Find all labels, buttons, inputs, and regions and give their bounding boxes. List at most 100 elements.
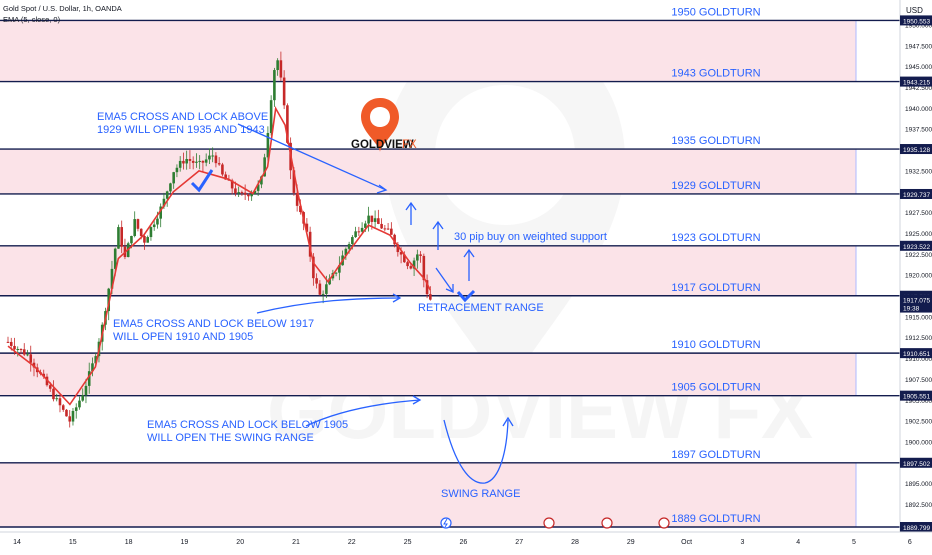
- candle-body: [29, 354, 33, 363]
- candle-body: [360, 227, 364, 232]
- candle-body: [386, 228, 390, 230]
- candle-body: [334, 272, 338, 274]
- candle-body: [94, 356, 98, 364]
- candle-body: [26, 354, 29, 356]
- candle-body: [117, 227, 120, 249]
- time-tick-label: 29: [627, 539, 635, 546]
- candle-body: [81, 395, 85, 401]
- candle-body: [416, 254, 419, 261]
- annotation-ema-above-line1: EMA5 CROSS AND LOCK ABOVE: [97, 111, 268, 123]
- candle-body: [188, 159, 192, 161]
- last-price-countdown: 19:38: [903, 306, 920, 313]
- candle-body: [325, 284, 328, 294]
- time-tick-label: Oct: [681, 539, 692, 546]
- candle-body: [91, 363, 94, 372]
- price-tick-label: 1950.000: [905, 23, 932, 30]
- candle-body: [318, 283, 322, 295]
- candle-body: [16, 348, 20, 350]
- candle-body: [195, 161, 198, 163]
- time-tick-label: 20: [236, 539, 244, 546]
- watermark-logo-icon: [385, 30, 625, 395]
- annotation-pip-buy: 30 pip buy on weighted support: [454, 231, 607, 243]
- price-tick-label: 1940.000: [905, 106, 932, 113]
- candle-body: [52, 388, 55, 400]
- price-tick-label: 1905.000: [905, 398, 932, 405]
- time-tick-label: 5: [852, 539, 856, 546]
- zone-band: [0, 20, 856, 82]
- candle-layer: [6, 51, 432, 428]
- zone-band: [0, 462, 856, 528]
- candle-body: [286, 105, 289, 143]
- candle-body: [87, 371, 91, 386]
- annotation-ema-below-1905-line1: EMA5 CROSS AND LOCK BELOW 1905: [147, 419, 348, 431]
- candle-body: [419, 254, 422, 256]
- down-arrow: [435, 267, 454, 293]
- level-label: 1917 GOLDTURN: [671, 282, 760, 294]
- level-label: 1950 GOLDTURN: [671, 6, 760, 18]
- candle-body: [247, 194, 250, 197]
- candle-body: [256, 184, 260, 191]
- time-tick-label: 19: [181, 539, 189, 546]
- candle-body: [32, 362, 36, 368]
- candle-body: [9, 341, 13, 346]
- candle-body: [315, 278, 318, 284]
- arrow-head-icon: [376, 184, 388, 194]
- candle-body: [182, 160, 185, 164]
- candle-body: [165, 191, 169, 199]
- candle-body: [84, 385, 88, 396]
- symbol-title: Gold Spot / U.S. Dollar, 1h, OANDA: [3, 4, 122, 13]
- candle-body: [208, 155, 211, 160]
- time-tick-label: 25: [404, 539, 412, 546]
- candle-body: [425, 280, 429, 295]
- time-axis-ticks[interactable]: 14 15 18 19 20 21 22 25 26 27 28 29 Oct 3 4 5 6: [13, 539, 912, 546]
- brand-pin-icon: [361, 98, 399, 152]
- price-tick-label: 1922.500: [905, 252, 932, 259]
- lightning-event-icon[interactable]: [440, 517, 452, 529]
- us-flag-event-icon[interactable]: [601, 517, 613, 529]
- arrow-to-1929: [237, 123, 387, 191]
- level-price-tag-label: 1935.128: [903, 147, 930, 154]
- arrow-head-icon: [405, 201, 417, 211]
- us-flag-event-icon[interactable]: [543, 517, 555, 529]
- last-price-label: 1917.075: [903, 298, 930, 305]
- time-tick-label: 26: [460, 539, 468, 546]
- candle-body: [351, 237, 354, 245]
- candle-body: [136, 219, 140, 229]
- candle-body: [344, 248, 348, 256]
- arrow-head-icon: [445, 284, 454, 293]
- annotation-swing: SWING RANGE: [441, 488, 520, 500]
- candle-body: [224, 174, 227, 180]
- candle-body: [295, 192, 299, 206]
- price-tick-label: 1945.000: [905, 64, 932, 71]
- price-tick-label: 1912.500: [905, 335, 932, 342]
- level-price-tag: [900, 348, 932, 359]
- candle-body: [146, 237, 149, 243]
- annotation-ema-below-1917-line2: WILL OPEN 1910 AND 1905: [113, 331, 253, 343]
- candle-body: [19, 348, 23, 350]
- price-tick-label: 1902.500: [905, 419, 932, 426]
- candle-body: [266, 133, 270, 158]
- candle-body: [273, 70, 276, 101]
- candle-body: [282, 77, 286, 106]
- candle-body: [383, 228, 387, 230]
- us-flag-event-icon[interactable]: [658, 517, 670, 529]
- level-label: 1905 GOLDTURN: [671, 382, 760, 394]
- annotation-retracement: RETRACEMENT RANGE: [418, 302, 544, 314]
- price-tick-label: 1920.000: [905, 273, 932, 280]
- event-markers[interactable]: [440, 517, 670, 529]
- price-axis[interactable]: [900, 0, 932, 532]
- time-tick-label: 28: [571, 539, 579, 546]
- candle-body: [162, 198, 166, 207]
- zone-band: [0, 353, 856, 396]
- level-price-tag-label: 1950.553: [903, 18, 930, 25]
- candle-body: [110, 268, 114, 289]
- candle-body: [152, 224, 156, 228]
- candle-body: [156, 218, 159, 225]
- time-tick-label: 4: [796, 539, 800, 546]
- candle-body: [308, 231, 312, 257]
- arrow-head-icon: [392, 293, 402, 303]
- checkmark-icon: [190, 169, 214, 193]
- level-label: 1923 GOLDTURN: [671, 232, 760, 244]
